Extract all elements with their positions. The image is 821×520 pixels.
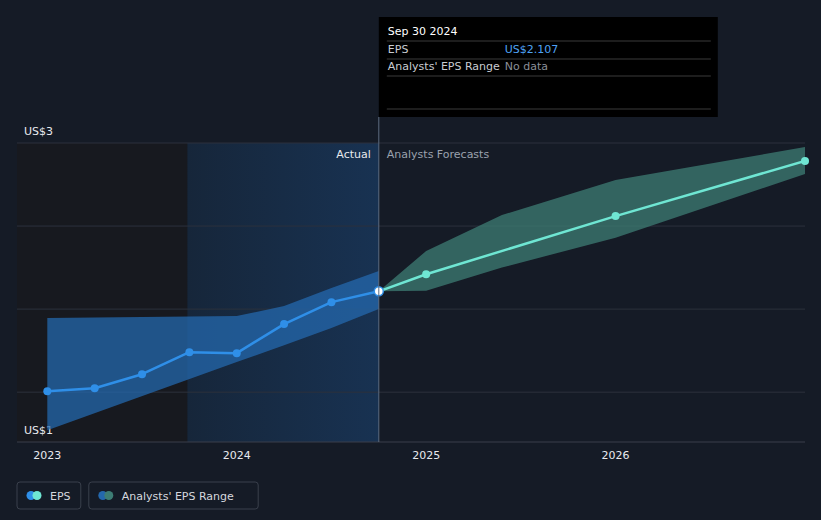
eps-point (91, 384, 99, 392)
grid-line (17, 143, 805, 144)
eps-point (138, 370, 146, 378)
tooltip-box (379, 17, 718, 117)
legend-box (89, 482, 258, 509)
grid-line (17, 226, 805, 227)
chart: US$1US$32023202420252026ActualAnalysts F… (0, 0, 821, 520)
actual-label: Actual (336, 148, 370, 161)
x-axis (17, 442, 805, 443)
legend-label: Analysts' EPS Range (122, 490, 234, 503)
eps-point (422, 270, 430, 278)
hover-line (378, 117, 379, 442)
eps-point (185, 348, 193, 356)
tooltip-value: US$2.107 (505, 43, 559, 56)
legend: EPS Analysts' EPS Range (17, 482, 258, 509)
eps-line (379, 161, 805, 291)
tooltip-value: No data (505, 60, 548, 73)
eps-point (327, 298, 335, 306)
plot-area (47, 147, 805, 430)
range-band (379, 147, 805, 291)
eps-point (801, 157, 809, 165)
tooltip: Sep 30 2024 EPS US$2.107 Analysts' EPS Rang… (379, 17, 718, 117)
legend-swatch (104, 491, 113, 500)
background (0, 0, 821, 520)
tooltip-title: Sep 30 2024 (388, 25, 458, 38)
eps-point (280, 320, 288, 328)
tooltip-label: EPS (388, 43, 409, 56)
eps-point (233, 349, 241, 357)
markers (43, 157, 809, 395)
x-tick-label: 2026 (602, 449, 630, 462)
tooltip-separator (387, 109, 711, 110)
x-tick-label: 2023 (33, 449, 61, 462)
tooltip-separator (387, 76, 711, 77)
tooltip-separator (387, 41, 711, 42)
legend-swatch (33, 491, 42, 500)
eps-point (612, 212, 620, 220)
x-tick-label: 2024 (223, 449, 251, 462)
legend-label: EPS (50, 490, 71, 503)
range-band (47, 271, 378, 430)
x-tick-label: 2025 (412, 449, 440, 462)
grid-line (17, 309, 805, 310)
forecast-label: Analysts Forecasts (387, 148, 490, 161)
eps-line (47, 291, 378, 391)
legend-box (17, 482, 81, 509)
eps-point (43, 387, 51, 395)
tooltip-label: Analysts' EPS Range (388, 60, 500, 73)
y-tick-label: US$3 (24, 125, 53, 138)
